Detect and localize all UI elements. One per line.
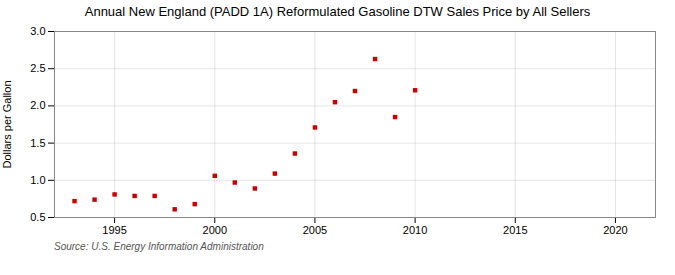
svg-text:2000: 2000 — [203, 224, 227, 236]
svg-text:Dollars per Gallon: Dollars per Gallon — [1, 80, 13, 168]
svg-text:2020: 2020 — [603, 224, 627, 236]
svg-text:3.0: 3.0 — [30, 25, 45, 37]
svg-text:2015: 2015 — [503, 224, 527, 236]
html-text:Annual New England (PADD 1A) R: Annual New England (PADD 1A) Reformulate… — [84, 4, 591, 19]
svg-text:2.0: 2.0 — [30, 99, 45, 111]
svg-text:2005: 2005 — [303, 224, 327, 236]
svg-text:0.5: 0.5 — [30, 211, 45, 223]
svg-text:2010: 2010 — [403, 224, 427, 236]
svg-text:1.5: 1.5 — [30, 137, 45, 149]
svg-text:1995: 1995 — [102, 224, 126, 236]
svg-text:2.5: 2.5 — [30, 62, 45, 74]
html-text:Source: U.S. Energy Informatio: Source: U.S. Energy Information Administ… — [54, 241, 264, 252]
svg-text:1.0: 1.0 — [30, 174, 45, 186]
